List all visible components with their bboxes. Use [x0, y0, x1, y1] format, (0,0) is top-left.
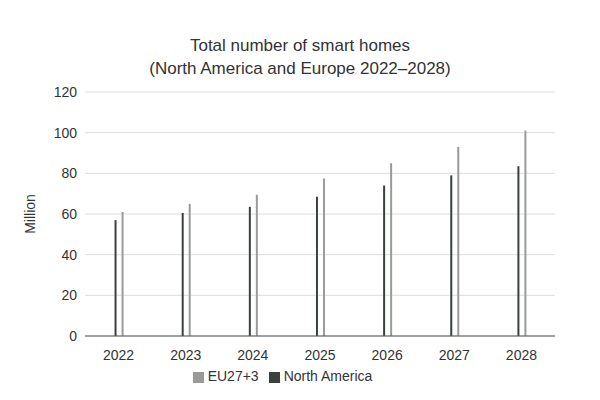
svg-text:2027: 2027 [439, 347, 470, 363]
html-text:North America: North America [283, 368, 373, 384]
svg-text:2022: 2022 [103, 347, 134, 363]
html-text:(North America and Europe 2022: (North America and Europe 2022–2028) [149, 59, 451, 78]
html-text:EU27+3: EU27+3 [207, 368, 259, 384]
svg-text:2025: 2025 [304, 347, 335, 363]
svg-text:120: 120 [54, 84, 78, 100]
svg-text:2024: 2024 [237, 347, 268, 363]
svg-text:Million: Million [22, 194, 38, 234]
svg-text:60: 60 [61, 206, 77, 222]
svg-text:20: 20 [61, 287, 77, 303]
svg-text:100: 100 [54, 125, 78, 141]
svg-text:2026: 2026 [372, 347, 403, 363]
svg-text:40: 40 [61, 247, 77, 263]
svg-text:0: 0 [69, 328, 77, 344]
svg-text:80: 80 [61, 165, 77, 181]
svg-text:2023: 2023 [170, 347, 201, 363]
html-text:Total number of smart homes: Total number of smart homes [189, 36, 411, 55]
svg-text:2028: 2028 [506, 347, 537, 363]
